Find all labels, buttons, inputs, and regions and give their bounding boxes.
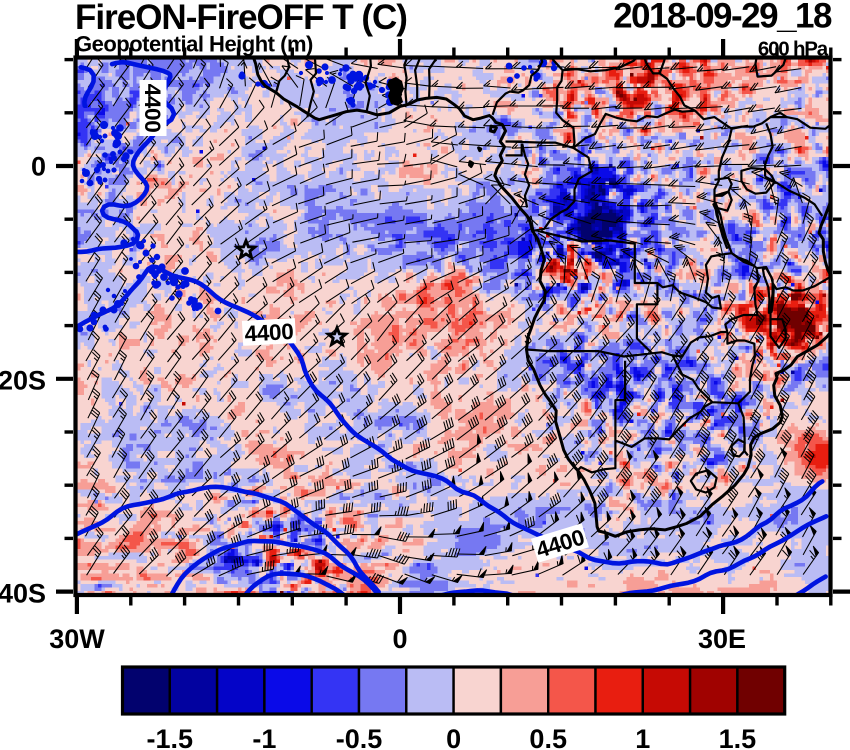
svg-text:-1: -1 bbox=[252, 724, 276, 750]
svg-text:30E: 30E bbox=[698, 624, 746, 654]
svg-text:-1.5: -1.5 bbox=[147, 724, 194, 750]
svg-text:1.5: 1.5 bbox=[719, 724, 757, 750]
svg-text:0: 0 bbox=[392, 624, 407, 654]
svg-text:-0.5: -0.5 bbox=[336, 724, 383, 750]
svg-text:4400: 4400 bbox=[140, 84, 165, 133]
svg-text:20S: 20S bbox=[0, 366, 46, 396]
svg-text:2018-09-29_18: 2018-09-29_18 bbox=[613, 0, 832, 36]
svg-text:FireON-FireOFF T (C): FireON-FireOFF T (C) bbox=[75, 0, 407, 37]
svg-text:30W: 30W bbox=[49, 624, 105, 654]
svg-text:Geopotential Height (m): Geopotential Height (m) bbox=[75, 32, 313, 57]
svg-text:1: 1 bbox=[635, 724, 650, 750]
svg-text:4400: 4400 bbox=[244, 319, 294, 347]
svg-text:0: 0 bbox=[446, 724, 461, 750]
svg-text:40S: 40S bbox=[0, 579, 46, 609]
svg-text:0: 0 bbox=[31, 152, 46, 182]
svg-text:600 hPa: 600 hPa bbox=[758, 38, 829, 61]
svg-text:0.5: 0.5 bbox=[529, 724, 567, 750]
